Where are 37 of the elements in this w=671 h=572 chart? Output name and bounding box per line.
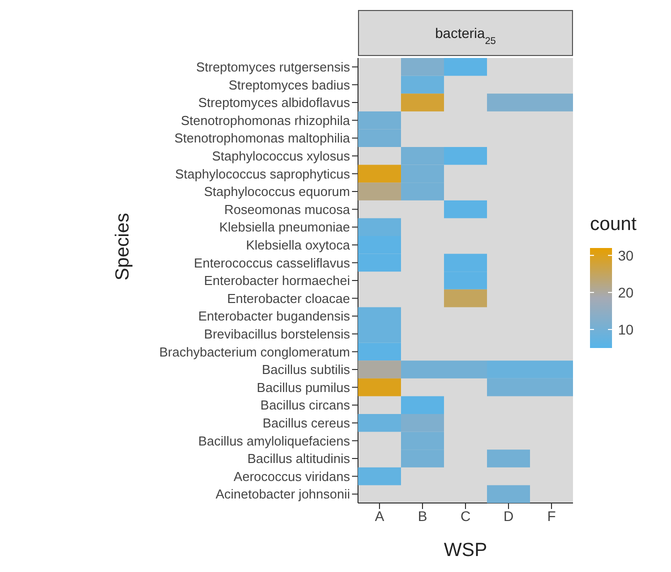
x-tick-label: A — [374, 508, 385, 524]
y-tick-label: Bacillus amyloliquefaciens — [198, 433, 350, 448]
y-tick-label: Stenotrophomonas rhizophila — [180, 112, 351, 128]
y-tick-label: Bacillus circans — [260, 398, 350, 413]
y-tick-label: Klebsiella pneumoniae — [219, 220, 350, 235]
y-tick-label: Streptomyces rutgersensis — [196, 60, 350, 75]
y-tick-label: Streptomyces albidoflavus — [198, 95, 350, 110]
y-tick-label: Enterobacter cloacae — [227, 290, 350, 306]
x-tick-label: F — [547, 508, 556, 524]
y-tick-label: Staphylococcus saprophyticus — [175, 166, 350, 182]
x-tick-label: C — [460, 508, 471, 524]
y-tick-label: Stenotrophomonas maltophilia — [174, 130, 351, 146]
x-axis-title: WSP — [444, 540, 488, 561]
y-tick-label: Brevibacillus borstelensis — [204, 326, 350, 342]
color-bar-label: 10 — [618, 321, 634, 338]
y-tick-label: Staphylococcus equorum — [204, 184, 350, 200]
y-tick-label: Enterobacter bugandensis — [198, 308, 350, 324]
y-tick-label: Acinetobacter johnsonii — [216, 486, 350, 502]
y-tick-label: Bacillus altitudinis — [247, 451, 350, 466]
chart-title: bacteria$_{25}$ — [435, 25, 496, 46]
y-tick-label: Roseomonas mucosa — [224, 202, 351, 217]
color-bar-title: count — [590, 214, 638, 235]
color-bar-label: 30 — [618, 247, 634, 264]
color-bar-label: 20 — [618, 284, 634, 300]
y-tick-label: Aerococcus viridans — [234, 468, 350, 484]
y-tick-label: Streptomyces badius — [228, 77, 350, 92]
y-tick-label: Bacillus subtilis — [262, 362, 350, 378]
x-tick-label: D — [503, 508, 514, 524]
y-tick-label: Klebsiella oxytoca — [246, 238, 351, 253]
y-tick-label: Bacillus cereus — [262, 416, 350, 431]
y-axis-title: Species — [112, 212, 134, 280]
y-tick-label: Enterobacter hormaechei — [204, 273, 350, 288]
y-tick-label: Staphylococcus xylosus — [212, 148, 350, 164]
x-tick-label: B — [418, 508, 428, 524]
y-tick-label: Bacillus pumilus — [256, 380, 350, 395]
y-tick-label: Enterococcus casseliflavus — [194, 255, 350, 270]
y-tick-label: Brachybacterium conglomeratum — [159, 344, 350, 360]
